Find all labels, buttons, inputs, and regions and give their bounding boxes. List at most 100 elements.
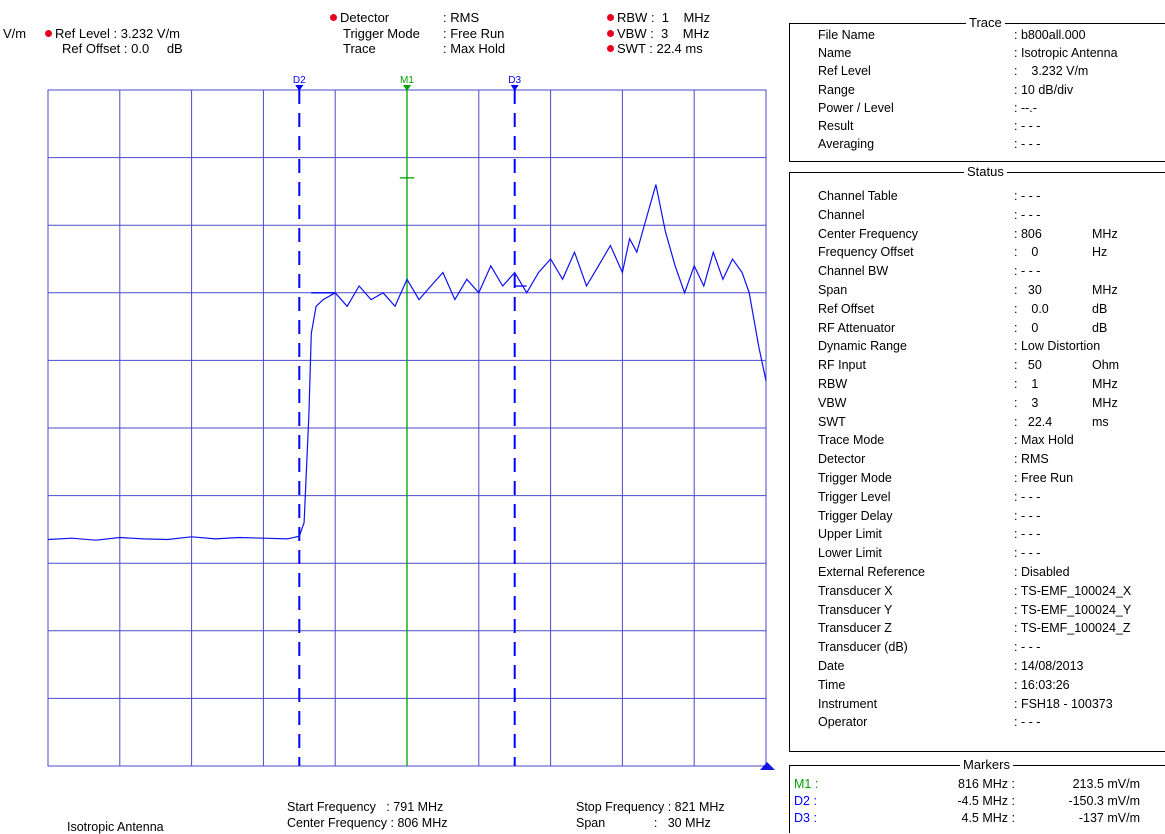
status-panel-row: Trigger Mode: Free Run — [818, 470, 1165, 486]
status-panel-row-label: Ref Offset — [818, 301, 875, 316]
status-panel-row-label: Operator — [818, 715, 868, 730]
rbw-readout: RBW : 1 MHz — [607, 10, 710, 25]
status-panel-row-value: : Max Hold — [1014, 433, 1074, 448]
marker-row: D3 : 4.5 MHz : -137 mV/m — [790, 810, 1165, 826]
status-panel-row-label: Transducer X — [818, 583, 893, 598]
status-panel-row-label: Trigger Delay — [818, 508, 893, 523]
status-panel-row-value: : RMS — [1014, 452, 1049, 467]
marker-value: -150.3 mV/m — [1068, 794, 1140, 808]
marker-value: -137 mV/m — [1078, 811, 1140, 825]
status-panel-row-unit: MHz — [1092, 283, 1118, 297]
plot-markers: D2 M1 D3 — [293, 75, 522, 766]
status-panel-row-label: SWT — [818, 414, 846, 429]
status-panel-row: Lower Limit: - - - — [818, 545, 1165, 561]
status-panel-row-label: Channel Table — [818, 189, 898, 203]
trace-panel: Trace File Name : b800all.000 Name: Isotro… — [789, 15, 1165, 162]
status-panel-row-value: : 14/08/2013 — [1014, 659, 1084, 673]
status-panel-row-label: Time — [818, 677, 846, 692]
status-panel-row-value: : 0 — [1014, 245, 1039, 260]
status-panel-row-value: : TS-EMF_100024_Y — [1014, 602, 1132, 617]
trace-panel-row: Power / Level : --.- — [818, 100, 1165, 116]
marker-name: M1 : — [794, 777, 819, 791]
trace-panel-row-label: Ref Level — [818, 64, 871, 79]
trace-panel-row: Range: 10 dB/div — [818, 82, 1165, 98]
status-panel-row-label: Channel BW — [818, 264, 889, 279]
trace-panel-title: Trace — [966, 15, 1005, 31]
status-panel-row-value: : TS-EMF_100024_Z — [1014, 621, 1131, 636]
spectrum-plot: D2 M1 D3 — [47, 75, 775, 770]
status-panel-title: Status — [964, 164, 1007, 180]
status-panel-row-label: VBW — [818, 395, 847, 410]
status-panel-row: Trace Mode : Max Hold — [818, 432, 1165, 448]
trace-panel-row-value: : - - - — [1014, 137, 1041, 152]
status-panel-row: Date: 14/08/2013 — [818, 658, 1165, 674]
marker-label-d3: D3 — [508, 75, 521, 86]
trace-panel-row-value: : --.- — [1014, 100, 1037, 115]
status-panel-row: Channel Table : - - - — [818, 188, 1165, 204]
status-panel-row-value: : - - - — [1014, 715, 1041, 730]
marker-frequency: 4.5 MHz : — [961, 811, 1016, 825]
status-panel-row-label: Transducer Z — [818, 621, 892, 636]
indicator-dot-icon — [45, 30, 52, 37]
vbw-readout: VBW : 3 MHz — [607, 26, 709, 41]
ref-offset-readout: Ref Offset : 0.0 dB — [62, 41, 183, 56]
trace-panel-row-label: Range — [818, 82, 855, 97]
status-panel-row-value: : - - - — [1014, 207, 1041, 222]
detector-label-block: Detector — [330, 10, 389, 25]
status-panel-row-value: : 0.0 — [1014, 301, 1049, 316]
status-panel-row-label: Trace Mode — [818, 433, 885, 448]
markers-panel-title: Markers — [960, 757, 1013, 773]
indicator-dot-icon — [607, 45, 614, 52]
status-panel-row-value: : 806 — [1014, 226, 1042, 241]
trace-panel-row: Ref Level: 3.232 V/m — [818, 63, 1165, 79]
rbw-text: RBW : 1 MHz — [617, 10, 711, 25]
status-panel-row-value: : - - - — [1014, 546, 1041, 561]
status-panel-row-label: Center Frequency — [818, 226, 919, 241]
trace-panel-row-value: : Isotropic Antenna — [1014, 46, 1118, 61]
marker-pointer-icon — [510, 85, 519, 91]
indicator-dot-icon — [607, 14, 614, 21]
marker-row: M1 : 816 MHz : 213.5 mV/m — [790, 776, 1165, 792]
status-panel-row-value: : - - - — [1014, 189, 1041, 203]
status-panel-row-label: Dynamic Range — [818, 339, 907, 354]
status-panel-row-label: External Reference — [818, 565, 926, 579]
status-panel-row-value: : - - - — [1014, 640, 1041, 655]
trace-panel-row-label: Power / Level — [818, 100, 894, 115]
span-readout: Span : 30 MHz — [576, 816, 711, 830]
indicator-dot-icon — [330, 14, 337, 21]
status-panel-row-label: Trigger Mode — [818, 471, 892, 485]
status-panel-row: Channel BW : - - - — [818, 263, 1165, 279]
status-panel: Status Channel Table: - - - Channel: - - … — [789, 164, 1165, 752]
status-panel-row-label: Upper Limit — [818, 527, 882, 542]
vbw-text: VBW : 3 MHz — [617, 26, 710, 41]
detector-value: : RMS — [443, 10, 480, 25]
status-panel-row-unit: dB — [1092, 320, 1108, 335]
footer-antenna-label: Isotropic Antenna — [67, 820, 164, 834]
trace-panel-row: Result: - - - — [818, 118, 1165, 134]
status-panel-row-value: : Low Distortion — [1014, 339, 1101, 354]
status-panel-row-label: Frequency Offset — [818, 245, 914, 260]
trace-panel-row-label: File Name — [818, 28, 875, 42]
status-panel-row: RF Attenuator: 0 dB — [818, 320, 1165, 336]
marker-value: 213.5 mV/m — [1072, 777, 1140, 791]
stop-frequency: Stop Frequency : 821 MHz — [576, 800, 725, 814]
status-panel-row-value: : - - - — [1014, 264, 1041, 279]
status-panel-row-value: : 50 — [1014, 358, 1042, 373]
marker-name: D2 : — [794, 794, 817, 808]
trace-label: Trace — [343, 41, 376, 56]
trace-panel-row-value: : b800all.000 — [1014, 28, 1086, 42]
swt-readout: SWT : 22.4 ms — [607, 41, 703, 56]
status-panel-row: Transducer Z : TS-EMF_100024_Z — [818, 620, 1165, 636]
status-panel-row: Instrument: FSH18 - 100373 — [818, 696, 1165, 712]
trace-panel-row: Name: Isotropic Antenna — [818, 45, 1165, 61]
trigger-mode-label: Trigger Mode — [343, 26, 420, 41]
trace-panel-row-label: Result — [818, 119, 854, 133]
status-panel-row-label: Detector — [818, 452, 866, 467]
detector-label: Detector — [340, 10, 390, 25]
status-panel-row: VBW: 3 MHz — [818, 395, 1165, 411]
marker-label-m1: M1 — [400, 75, 414, 86]
status-panel-row-unit: MHz — [1092, 226, 1118, 241]
status-panel-row-unit: Hz — [1092, 245, 1108, 260]
status-panel-row-unit: MHz — [1092, 377, 1118, 391]
trace-panel-row: Averaging: - - - — [818, 136, 1165, 152]
